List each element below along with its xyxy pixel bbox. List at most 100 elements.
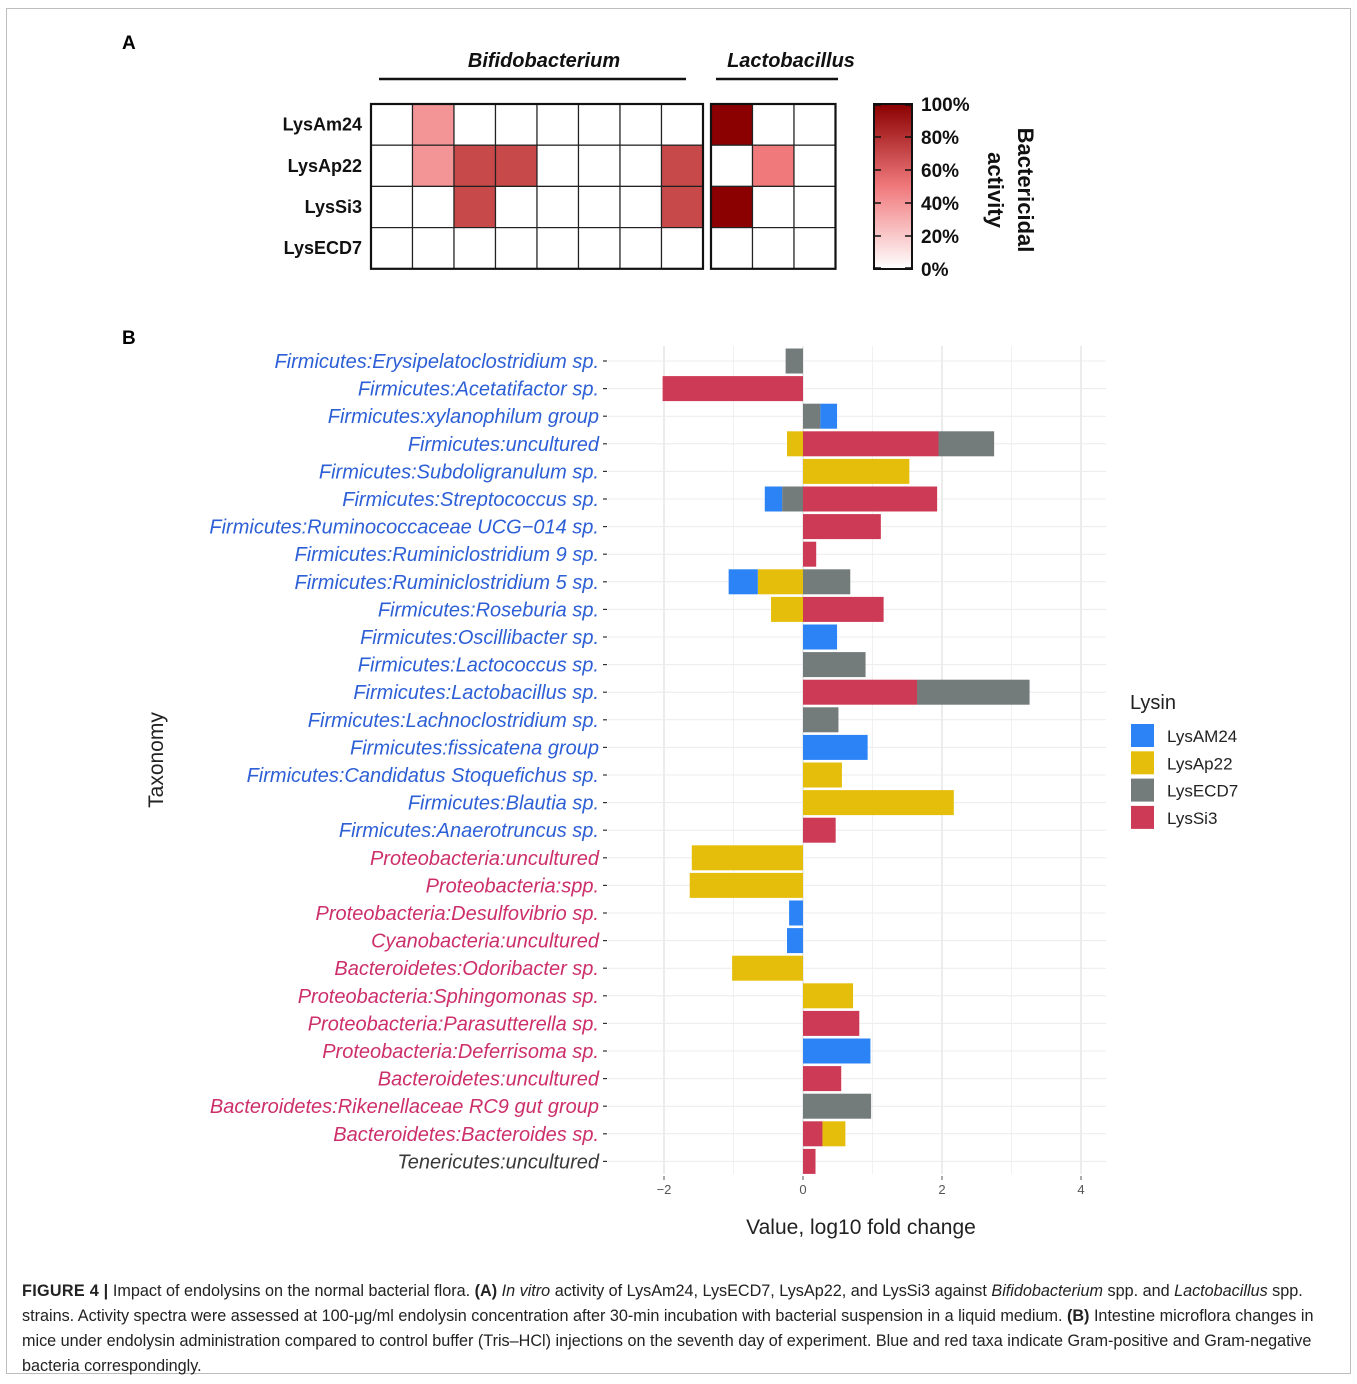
colorbar-tick-label: 80% [921,128,959,149]
x-tick-label: −2 [657,1182,672,1197]
x-tick-label: 2 [938,1182,945,1197]
bar-lysap22 [771,596,803,622]
y-tick-label: Firmicutes:Ruminiclostridium 5 sp. [294,572,599,594]
heatmap-column-groups: Bifidobacterium Lactobacillus [379,50,855,81]
bar-lyssi3 [803,431,939,457]
x-tick-label: 4 [1077,1182,1084,1197]
bar-lysap22 [787,431,803,457]
legend-label: LysSi3 [1167,809,1217,828]
y-tick-label: Proteobacteria:Desulfovibrio sp. [316,903,599,925]
x-tick-label: 0 [799,1182,806,1197]
y-tick-label: Firmicutes:Lactobacillus sp. [353,682,599,704]
heatmap-row-label: LysAp22 [288,156,362,176]
y-tick-label: Firmicutes:Streptococcus sp. [342,489,599,511]
y-tick-label: Firmicutes:Candidatus Stoquefichus sp. [247,765,599,787]
bar-lyssi3 [803,1066,842,1092]
y-tick-label: Bacteroidetes:Odoribacter sp. [334,958,599,980]
caption-separator: | [103,1282,109,1300]
y-tick-label: Bacteroidetes:uncultured [378,1069,600,1091]
legend-swatch [1131,805,1154,829]
heatmap-cell [370,144,414,187]
heatmap-cell [619,103,663,146]
caption-a-text-3: spp. strains. Activity spectra were asse… [22,1282,1303,1325]
bar-lyssi3 [803,679,917,705]
legend-swatch [1131,751,1154,775]
heatmap-cell [577,103,621,146]
y-tick-label: Firmicutes:uncultured [408,434,600,456]
legend-swatch [1131,724,1154,747]
y-tick-label: Proteobacteria:spp. [426,875,599,897]
heatmap-block-border [369,102,705,270]
heatmap-cell [751,185,795,229]
bar-chart-bars [662,348,1030,1174]
bar-lysap22 [689,872,803,898]
heatmap-cell [660,227,704,270]
heatmap-cell [370,103,414,146]
heatmap-cell [577,227,621,270]
caption-a-text-2: spp. and [1107,1282,1170,1300]
y-tick-label: Firmicutes:xylanophilum group [328,406,599,428]
heatmap-cell [710,144,754,187]
colorbar-tick-label: 0% [921,260,949,281]
bar-lyssi3 [803,1121,823,1147]
heatmap-cell [751,103,795,146]
heatmap-cell [411,144,455,187]
y-tick-label: Firmicutes:Oscillibacter sp. [360,627,599,649]
bar-lyssi3 [803,596,884,622]
y-tick-label: Firmicutes:Roseburia sp. [378,599,599,621]
bar-lysap22 [803,458,910,484]
bar-lysap22 [803,983,854,1009]
bar-lysap22 [732,955,803,981]
bar-lyssi3 [662,376,803,402]
heatmap-cell [536,227,580,270]
legend-label: LysECD7 [1167,782,1238,801]
heatmap-cell [536,185,580,229]
y-tick-label: Tenericutes:uncultured [397,1151,599,1173]
bar-lyssi3 [803,817,836,843]
legend-swatch [1131,778,1154,802]
x-axis-title: Value, log10 fold change [746,1216,976,1239]
heatmap-cell [411,185,455,229]
heatmap-cell [411,227,455,270]
heatmap-cell [619,144,663,187]
heatmap-block-border [709,102,837,270]
colorbar-title-line-1: Bactericidal [1013,128,1038,253]
heatmap-row-label: LysSi3 [305,197,362,217]
caption-b-text: Intestine microflora changes in mice und… [22,1307,1314,1375]
heatmap-cell [751,144,795,187]
heatmap-cell [660,144,704,187]
heatmap-cell [494,103,538,146]
y-tick-label: Proteobacteria:Deferrisoma sp. [322,1041,599,1063]
y-tick-label: Firmicutes:Lachnoclostridium sp. [308,710,599,732]
heatmap-cell [536,144,580,187]
bar-lysap22 [822,1121,846,1147]
heatmap-group-label: Bifidobacterium [468,50,620,72]
colorbar-tick-label: 60% [921,161,959,182]
bar-lysap22 [803,762,842,788]
colorbar-tick-label: 40% [921,194,959,215]
legend-label: LysAp22 [1167,754,1233,773]
colorbar-tick-label: 100% [921,95,970,116]
legend-label: LysAM24 [1167,727,1237,746]
heatmap-cell [660,185,704,229]
y-tick-label: Proteobacteria:Sphingomonas sp. [298,986,599,1008]
heatmap-row-label: LysAm24 [283,115,362,135]
colorbar-ticks: 100% 80% 60% 40% 20% 0% [874,95,970,281]
caption-a-italic-3: Lactobacillus [1174,1282,1268,1300]
heatmap-cell [793,103,837,146]
panel-a-letter: A [122,33,136,54]
figure-frame [6,8,1351,1374]
heatmap-cell [710,103,754,146]
y-tick-label: Proteobacteria:uncultured [370,848,600,870]
bar-lysam24 [789,900,803,926]
bar-lyssi3 [803,486,938,512]
bar-lysam24 [764,486,783,512]
bar-lysecd7 [803,403,821,429]
y-tick-label: Firmicutes:Erysipelatoclostridium sp. [274,351,599,373]
bar-lysecd7 [803,652,866,678]
bar-lysecd7 [803,707,839,733]
heatmap-cell [660,103,704,146]
heatmap-cell [577,144,621,187]
heatmap-cell [577,185,621,229]
legend: Lysin LysAM24 LysAp22 LysECD7 LysSi3 [1130,692,1238,829]
